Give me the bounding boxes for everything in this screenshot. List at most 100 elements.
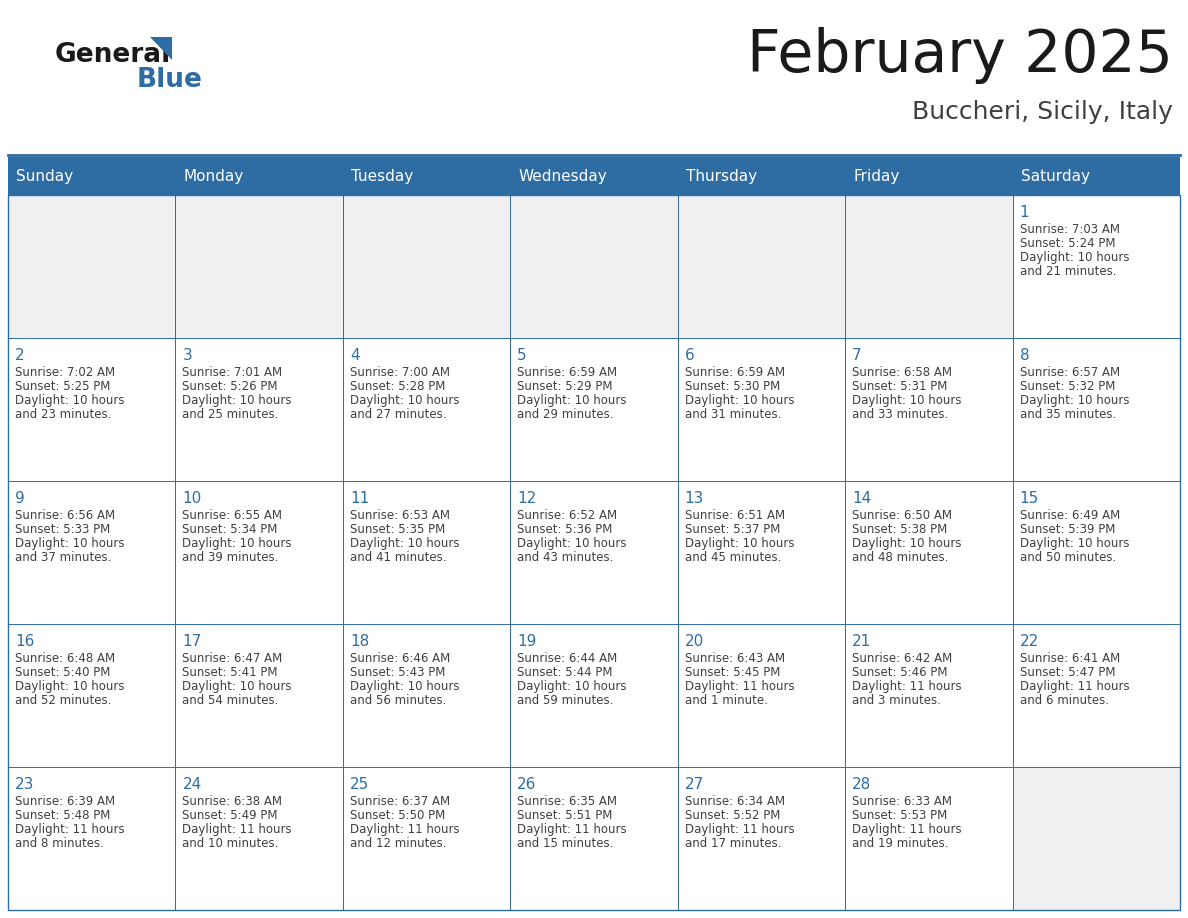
Text: 15: 15 [1019, 491, 1038, 506]
Bar [8, 624, 176, 767]
Text: Daylight: 10 hours: Daylight: 10 hours [1019, 251, 1129, 264]
Text: and 25 minutes.: and 25 minutes. [183, 408, 279, 421]
Text: Blue: Blue [137, 67, 203, 93]
Bar [511, 481, 677, 624]
Text: Daylight: 11 hours: Daylight: 11 hours [183, 823, 292, 836]
Bar [1012, 481, 1180, 624]
Bar [511, 624, 677, 767]
Text: Sunrise: 6:48 AM: Sunrise: 6:48 AM [15, 652, 115, 665]
Text: Sunrise: 6:43 AM: Sunrise: 6:43 AM [684, 652, 785, 665]
Text: Sunset: 5:25 PM: Sunset: 5:25 PM [15, 380, 110, 393]
Text: Sunset: 5:48 PM: Sunset: 5:48 PM [15, 809, 110, 822]
Text: Sunset: 5:40 PM: Sunset: 5:40 PM [15, 666, 110, 679]
Text: and 41 minutes.: and 41 minutes. [349, 551, 447, 564]
Text: and 17 minutes.: and 17 minutes. [684, 837, 782, 850]
Bar [677, 481, 845, 624]
Text: 19: 19 [517, 634, 537, 649]
Text: 14: 14 [852, 491, 871, 506]
Text: Sunset: 5:41 PM: Sunset: 5:41 PM [183, 666, 278, 679]
Text: Daylight: 10 hours: Daylight: 10 hours [15, 394, 125, 407]
Bar [677, 195, 845, 338]
Text: Daylight: 10 hours: Daylight: 10 hours [349, 394, 460, 407]
Bar [511, 767, 677, 910]
Text: Daylight: 11 hours: Daylight: 11 hours [852, 680, 962, 693]
Text: Daylight: 11 hours: Daylight: 11 hours [684, 680, 795, 693]
Bar [845, 338, 1012, 481]
Text: Sunrise: 7:01 AM: Sunrise: 7:01 AM [183, 366, 283, 379]
Text: Sunset: 5:38 PM: Sunset: 5:38 PM [852, 523, 947, 536]
Text: Daylight: 10 hours: Daylight: 10 hours [183, 680, 292, 693]
Text: 20: 20 [684, 634, 704, 649]
Text: and 56 minutes.: and 56 minutes. [349, 694, 447, 707]
Bar [176, 481, 343, 624]
Bar [845, 195, 1012, 338]
Text: Daylight: 11 hours: Daylight: 11 hours [517, 823, 627, 836]
Text: Sunrise: 6:49 AM: Sunrise: 6:49 AM [1019, 509, 1120, 522]
Text: 10: 10 [183, 491, 202, 506]
Text: and 21 minutes.: and 21 minutes. [1019, 265, 1116, 278]
Text: 9: 9 [15, 491, 25, 506]
Bar [8, 338, 176, 481]
Text: Monday: Monday [183, 169, 244, 184]
Text: 7: 7 [852, 348, 861, 363]
Text: Sunrise: 6:59 AM: Sunrise: 6:59 AM [517, 366, 618, 379]
Text: 6: 6 [684, 348, 695, 363]
Text: and 31 minutes.: and 31 minutes. [684, 408, 781, 421]
Text: Sunset: 5:45 PM: Sunset: 5:45 PM [684, 666, 781, 679]
Bar [176, 767, 343, 910]
Text: Sunset: 5:28 PM: Sunset: 5:28 PM [349, 380, 446, 393]
Text: Sunrise: 6:41 AM: Sunrise: 6:41 AM [1019, 652, 1120, 665]
Text: 11: 11 [349, 491, 369, 506]
Text: 8: 8 [1019, 348, 1029, 363]
Text: Sunset: 5:32 PM: Sunset: 5:32 PM [1019, 380, 1116, 393]
Text: and 12 minutes.: and 12 minutes. [349, 837, 447, 850]
Text: Daylight: 10 hours: Daylight: 10 hours [517, 537, 627, 550]
Text: 24: 24 [183, 777, 202, 792]
Text: Sunset: 5:46 PM: Sunset: 5:46 PM [852, 666, 948, 679]
Text: 17: 17 [183, 634, 202, 649]
Text: and 29 minutes.: and 29 minutes. [517, 408, 614, 421]
Text: Sunrise: 6:53 AM: Sunrise: 6:53 AM [349, 509, 450, 522]
Text: Sunrise: 7:00 AM: Sunrise: 7:00 AM [349, 366, 450, 379]
Text: Wednesday: Wednesday [518, 169, 607, 184]
Text: Sunset: 5:35 PM: Sunset: 5:35 PM [349, 523, 446, 536]
Text: 1: 1 [1019, 205, 1029, 220]
Text: Sunset: 5:52 PM: Sunset: 5:52 PM [684, 809, 781, 822]
Text: Daylight: 10 hours: Daylight: 10 hours [183, 537, 292, 550]
Bar [343, 624, 511, 767]
Text: Sunrise: 6:38 AM: Sunrise: 6:38 AM [183, 795, 283, 808]
Text: and 27 minutes.: and 27 minutes. [349, 408, 447, 421]
Text: Daylight: 11 hours: Daylight: 11 hours [15, 823, 125, 836]
Text: Sunrise: 7:03 AM: Sunrise: 7:03 AM [1019, 223, 1119, 236]
Text: Daylight: 10 hours: Daylight: 10 hours [684, 537, 795, 550]
Text: Sunrise: 6:59 AM: Sunrise: 6:59 AM [684, 366, 785, 379]
Text: 4: 4 [349, 348, 360, 363]
Text: Sunset: 5:44 PM: Sunset: 5:44 PM [517, 666, 613, 679]
Bar [343, 767, 511, 910]
Text: 2: 2 [15, 348, 25, 363]
Bar [845, 624, 1012, 767]
Text: Sunrise: 6:33 AM: Sunrise: 6:33 AM [852, 795, 952, 808]
Text: and 39 minutes.: and 39 minutes. [183, 551, 279, 564]
Text: Sunset: 5:37 PM: Sunset: 5:37 PM [684, 523, 781, 536]
Bar [343, 481, 511, 624]
Text: Sunset: 5:30 PM: Sunset: 5:30 PM [684, 380, 781, 393]
Text: Daylight: 10 hours: Daylight: 10 hours [517, 394, 627, 407]
Bar [8, 195, 1180, 910]
Text: Sunrise: 6:50 AM: Sunrise: 6:50 AM [852, 509, 952, 522]
Text: Daylight: 10 hours: Daylight: 10 hours [1019, 537, 1129, 550]
Polygon shape [150, 37, 172, 60]
Text: Sunset: 5:49 PM: Sunset: 5:49 PM [183, 809, 278, 822]
Text: Sunset: 5:29 PM: Sunset: 5:29 PM [517, 380, 613, 393]
Text: Sunrise: 6:46 AM: Sunrise: 6:46 AM [349, 652, 450, 665]
Bar [176, 195, 343, 338]
Bar [1012, 624, 1180, 767]
Text: and 54 minutes.: and 54 minutes. [183, 694, 279, 707]
Bar [1012, 195, 1180, 338]
Bar [176, 624, 343, 767]
Text: Sunset: 5:47 PM: Sunset: 5:47 PM [1019, 666, 1116, 679]
Text: Daylight: 10 hours: Daylight: 10 hours [517, 680, 627, 693]
Text: Sunrise: 6:52 AM: Sunrise: 6:52 AM [517, 509, 618, 522]
Text: Sunset: 5:43 PM: Sunset: 5:43 PM [349, 666, 446, 679]
Text: Daylight: 11 hours: Daylight: 11 hours [349, 823, 460, 836]
